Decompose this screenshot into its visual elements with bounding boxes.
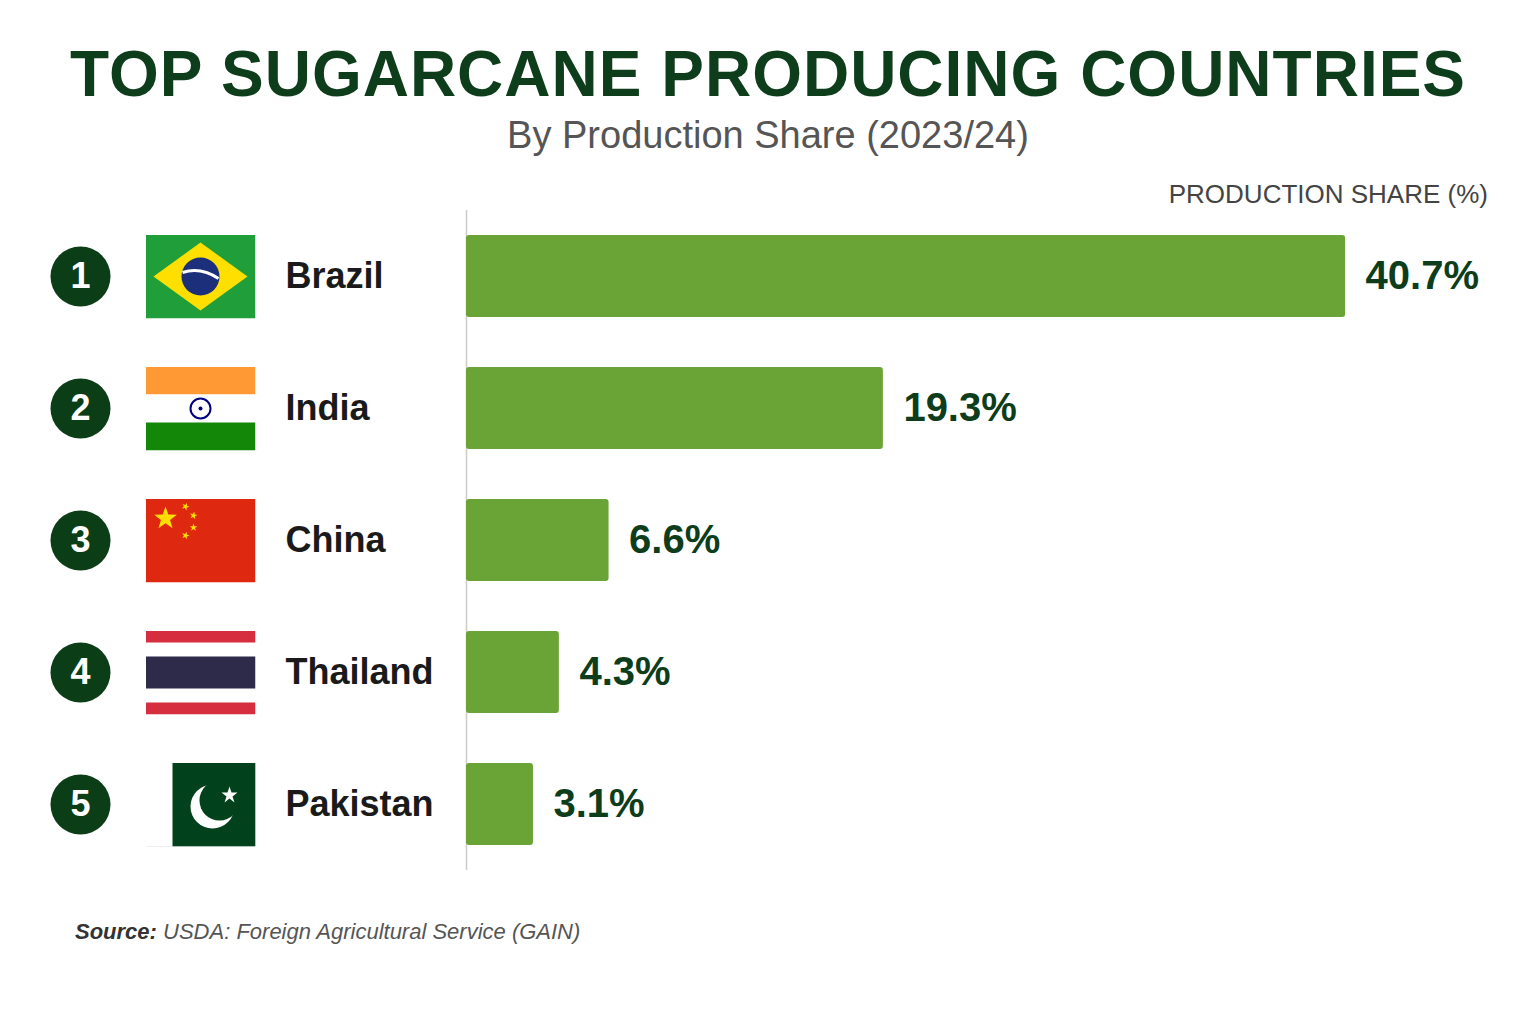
svg-text:6.6%: 6.6%: [629, 517, 720, 561]
svg-text:India: India: [286, 387, 371, 428]
svg-text:40.7%: 40.7%: [1366, 253, 1479, 297]
html-text:Source: USDA: Foreign Agricult: Source: USDA: Foreign Agricultural Servi…: [75, 919, 581, 944]
svg-text:3.1%: 3.1%: [553, 781, 644, 825]
svg-text:China: China: [286, 519, 387, 560]
svg-text:19.3%: 19.3%: [903, 385, 1016, 429]
html-text:TOP SUGARCANE PRODUCING COUNTR: TOP SUGARCANE PRODUCING COUNTRIES: [70, 38, 1466, 110]
html-text:By Production Share (2023/24): By Production Share (2023/24): [507, 114, 1029, 156]
svg-text:4: 4: [70, 651, 90, 692]
html-text:PRODUCTION SHARE (%): PRODUCTION SHARE (%): [1168, 179, 1488, 209]
svg-text:2: 2: [70, 387, 90, 428]
svg-text:3: 3: [70, 519, 90, 560]
svg-text:Thailand: Thailand: [286, 651, 434, 692]
svg-text:Pakistan: Pakistan: [286, 783, 434, 824]
svg-text:4.3%: 4.3%: [579, 649, 670, 693]
svg-text:1: 1: [70, 255, 90, 296]
svg-text:Brazil: Brazil: [286, 255, 384, 296]
svg-text:5: 5: [70, 783, 90, 824]
